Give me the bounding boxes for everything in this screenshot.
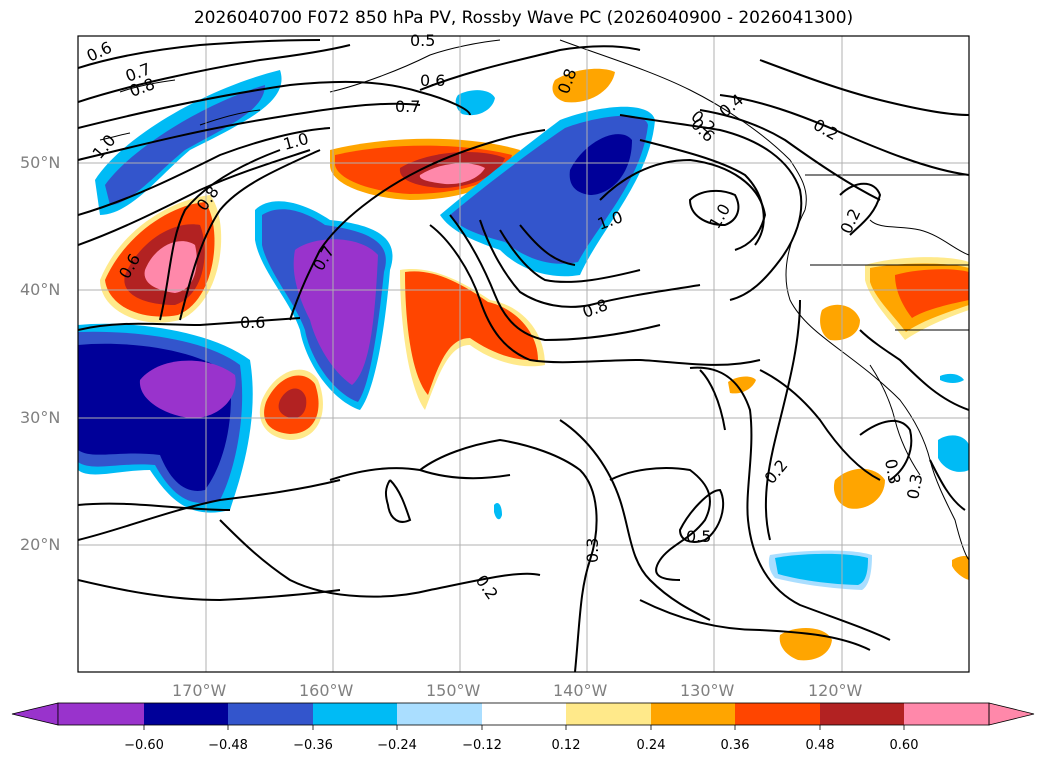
lon-label-130w: 130°W: [680, 681, 735, 700]
colorbar-segment: [904, 703, 989, 725]
lat-label-30n: 30°N: [20, 408, 61, 427]
colorbar-tick-label: 0.36: [720, 738, 750, 753]
colorbar-segment: [651, 703, 735, 725]
coastlines: [99, 39, 969, 561]
contour-label: 0.3: [903, 472, 926, 500]
lon-label-140w: 140°W: [553, 681, 608, 700]
lat-label-50n: 50°N: [20, 153, 61, 172]
colorbar-segment: [735, 703, 820, 725]
map-title: 2026040700 F072 850 hPa PV, Rossby Wave …: [193, 8, 854, 28]
contour-label: 0.6: [420, 71, 445, 90]
colorbar-tick-label: 0.24: [636, 738, 666, 753]
lon-label-170w: 170°W: [172, 681, 227, 700]
contour-label: 1.0: [705, 200, 734, 232]
colorbar-tick-label: −0.48: [208, 738, 248, 753]
contour-label: 0.2: [761, 456, 792, 488]
colorbar-segment: [820, 703, 904, 725]
colorbar-max-extend: [988, 702, 1035, 726]
colorbar-tick-label: −0.60: [124, 738, 164, 753]
colorbar-segment: [313, 703, 397, 725]
pv-contours: [78, 39, 969, 672]
colorbar-tick-label: 0.48: [805, 738, 835, 753]
colorbar-tick-label: 0.60: [889, 738, 919, 753]
colorbar-segment: [566, 703, 651, 725]
contour-label: 0.5: [410, 31, 435, 50]
contour-label: 0.3: [881, 457, 904, 485]
colorbar-tick-label: 0.12: [551, 738, 581, 753]
colorbar-segment: [482, 703, 566, 725]
graticule: [78, 36, 969, 672]
colorbar-segment: [144, 703, 228, 725]
colorbar-tick-label: −0.12: [462, 738, 502, 753]
contour-label: 0.5: [686, 527, 711, 546]
lat-label-20n: 20°N: [20, 535, 61, 554]
lon-label-160w: 160°W: [299, 681, 354, 700]
colorbar-segment: [58, 703, 144, 725]
pv-fill-regions: [78, 68, 969, 661]
contour-label: 0.2: [836, 206, 864, 237]
colorbar-min-extend: [11, 702, 59, 726]
colorbar-tick-label: −0.36: [293, 738, 333, 753]
lon-label-150w: 150°W: [426, 681, 481, 700]
lon-label-120w: 120°W: [808, 681, 863, 700]
contour-label: 0.7: [395, 97, 420, 116]
contour-label: 0.6: [84, 38, 115, 66]
contour-label: 0.6: [240, 313, 265, 332]
colorbar-tick-label: −0.24: [377, 738, 417, 753]
colorbar-segment: [228, 703, 313, 725]
map-frame: [77, 35, 970, 673]
contour-label: 1.0: [281, 129, 311, 154]
contour-label: 0.2: [810, 115, 842, 144]
lat-label-40n: 40°N: [20, 280, 61, 299]
contour-label: 0.8: [580, 295, 610, 322]
colorbar-segment: [397, 703, 482, 725]
contour-label: 0.3: [583, 538, 602, 563]
colorbar: [11, 702, 1035, 730]
